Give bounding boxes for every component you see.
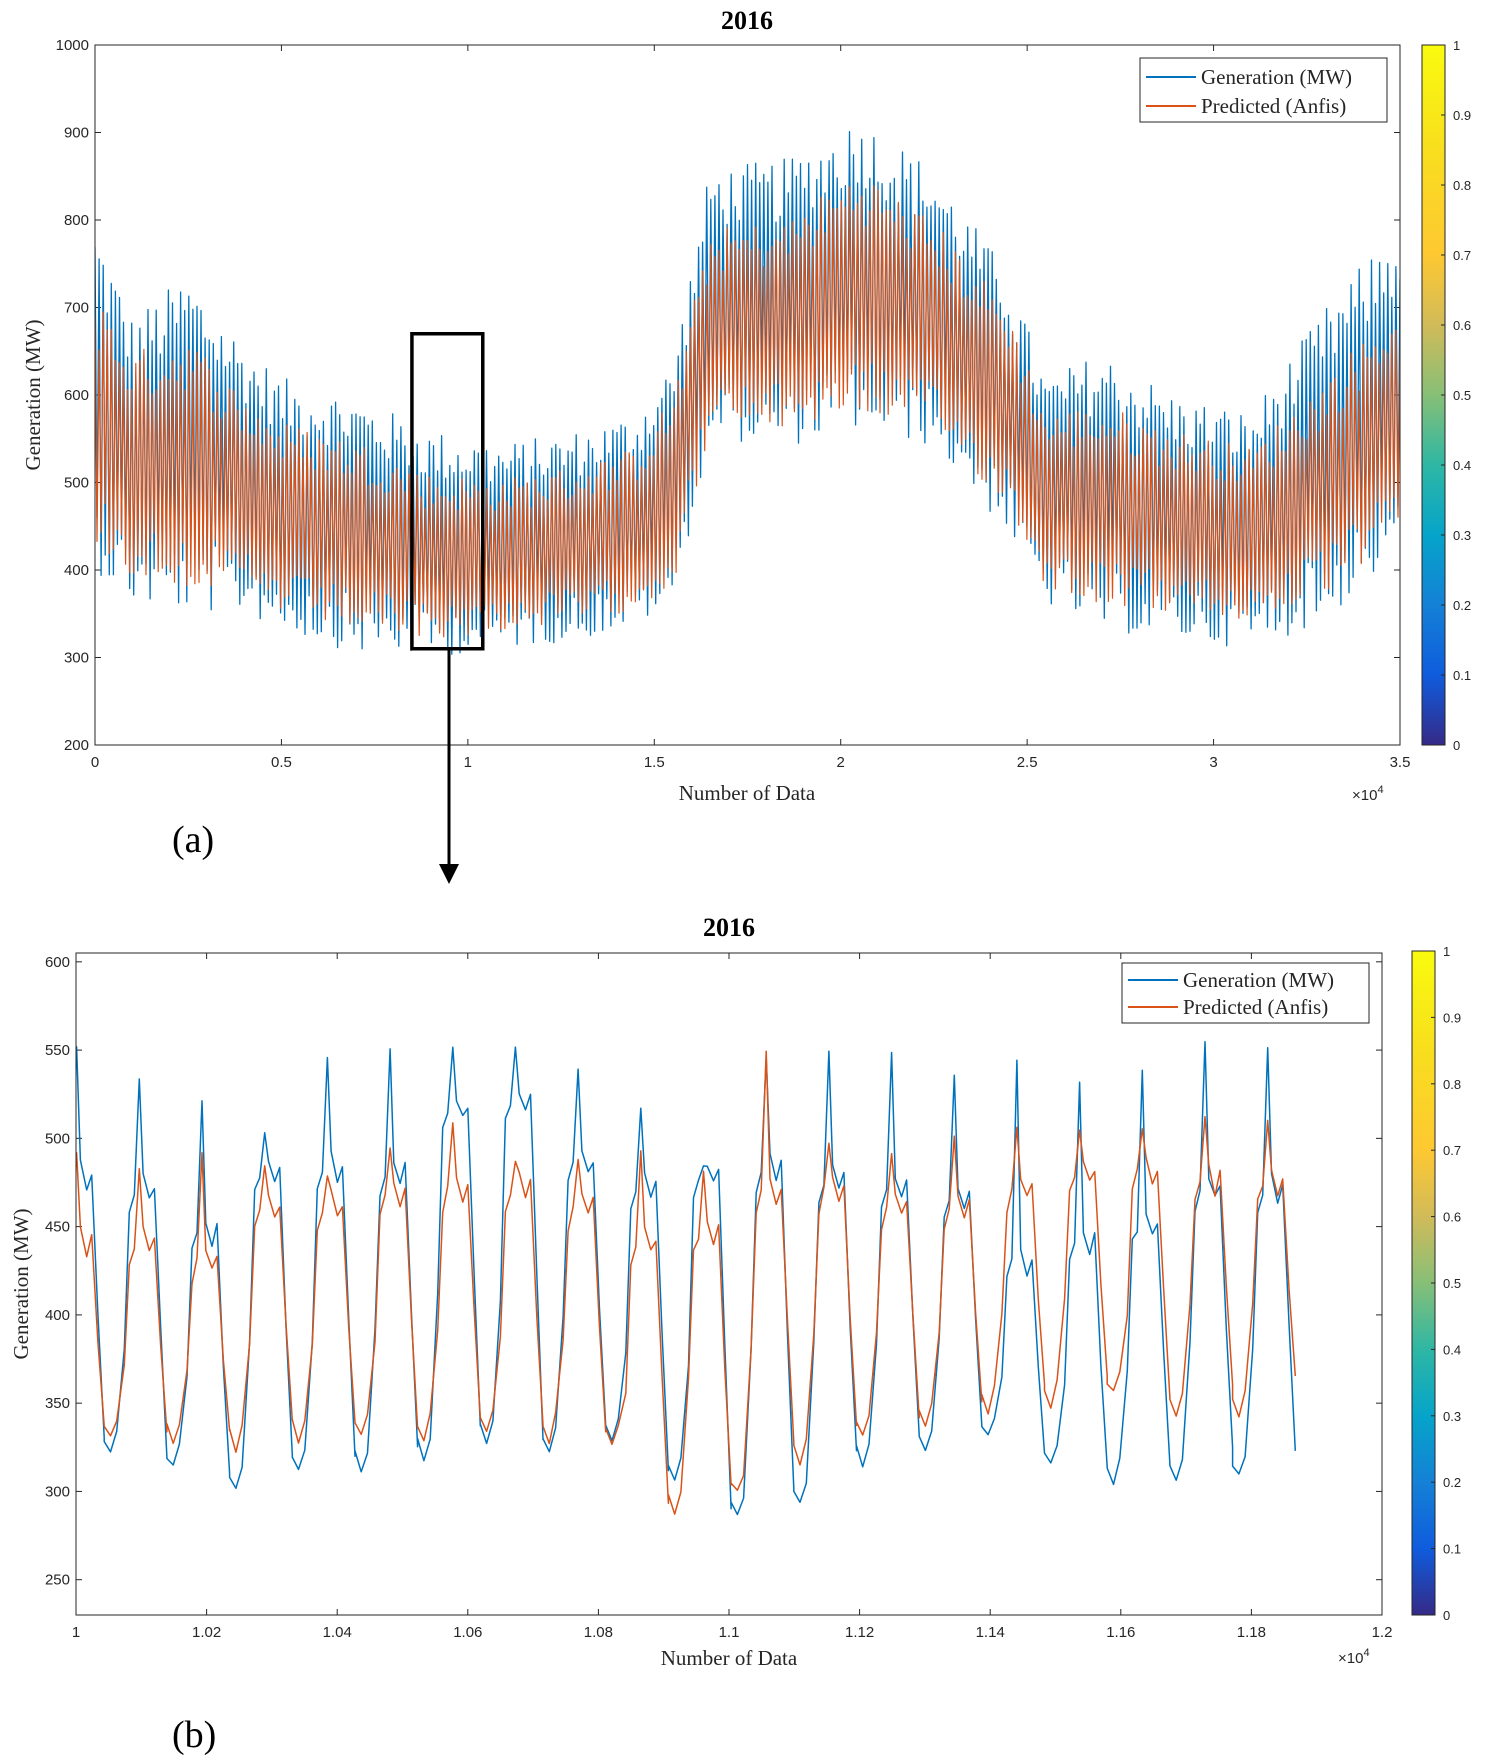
chart-b-frame: [75, 952, 1383, 1616]
zoom-arrow-head: [439, 864, 459, 884]
chart-b-title: 2016: [703, 913, 755, 942]
colorbar-tick-label: 0.7: [1443, 1143, 1461, 1158]
series-line-predicted: [95, 185, 1400, 638]
y-tick-label: 200: [64, 737, 89, 754]
x-tick-label: 1.5: [644, 754, 665, 771]
series-line-generation: [76, 1040, 1297, 1516]
chart-b-colorbar-ticks: 0 0.1 0.2 0.3 0.4 0.5 0.6 0.7 0.8 0.9 1: [1431, 944, 1461, 1623]
colorbar-tick-label: 0.3: [1443, 1409, 1461, 1424]
x-tick-label: 1.18: [1237, 1624, 1266, 1641]
panel-label-b: (b): [172, 1714, 216, 1756]
y-tick-label: 600: [64, 387, 89, 404]
chart-b-y-label: Generation (MW): [9, 1208, 33, 1359]
panel-label-a: (a): [172, 819, 214, 861]
chart-b-x-exponent: ×104: [1338, 1647, 1370, 1667]
y-tick-label: 400: [45, 1307, 70, 1324]
colorbar-tick-label: 0: [1443, 1608, 1450, 1623]
y-tick-label: 700: [64, 300, 89, 317]
colorbar-tick-label: 0.6: [1453, 318, 1471, 333]
chart-a-legend-box: [1139, 57, 1388, 123]
x-tick-label: 2.5: [1017, 754, 1038, 771]
y-tick-label: 400: [64, 562, 89, 579]
x-tick-label: 1.02: [192, 1624, 221, 1641]
chart-a-series-predicted: [95, 185, 1400, 638]
chart-a-colorbar: 0 0.1 0.2 0.3 0.4 0.5 0.6 0.7 0.8 0.9 1: [1421, 38, 1471, 753]
chart-a-colorbar-ticks: 0 0.1 0.2 0.3 0.4 0.5 0.6 0.7 0.8 0.9 1: [1441, 38, 1471, 753]
colorbar-tick-label: 0.9: [1453, 108, 1471, 123]
chart-b-series-generation: [76, 1040, 1297, 1516]
x-tick-label: 0: [91, 754, 99, 771]
chart-b: 250 300 350 400 450 500 550 600 1 1.02 1.04 1.06 1.…: [9, 913, 1461, 1756]
colorbar-tick-label: 0.4: [1453, 458, 1471, 473]
x-tick-label: 1: [72, 1624, 80, 1641]
chart-b-x-label: Number of Data: [661, 1646, 798, 1670]
chart-b-colorbar: 0 0.1 0.2 0.3 0.4 0.5 0.6 0.7 0.8 0.9 1: [1411, 944, 1461, 1623]
colorbar-tick-label: 0.5: [1443, 1276, 1461, 1291]
chart-b-series-predicted: [76, 1050, 1297, 1515]
colorbar-tick-label: 0.6: [1443, 1210, 1461, 1225]
colorbar-tick-label: 0.8: [1443, 1077, 1461, 1092]
x-tick-label: 1.06: [453, 1624, 482, 1641]
chart-a-title: 2016: [721, 6, 773, 35]
x-tick-label: 1.14: [976, 1624, 1005, 1641]
x-tick-label: 1.2: [1372, 1624, 1393, 1641]
chart-a-legend-label-predicted: Predicted (Anfis): [1201, 94, 1346, 118]
y-tick-label: 300: [45, 1483, 70, 1500]
x-tick-label: 1.12: [845, 1624, 874, 1641]
chart-b-legend-label-predicted: Predicted (Anfis): [1183, 995, 1328, 1019]
colorbar-tick-label: 0.2: [1453, 598, 1471, 613]
chart-a-x-axis: 0 0.5 1 1.5 2 2.5 3 3.5: [91, 45, 1411, 771]
colorbar-tick-label: 0.4: [1443, 1342, 1461, 1357]
x-tick-label: 3.5: [1390, 754, 1411, 771]
x-tick-label: 1.16: [1106, 1624, 1135, 1641]
y-tick-label: 1000: [56, 37, 89, 54]
y-tick-label: 350: [45, 1395, 70, 1412]
y-tick-label: 550: [45, 1042, 70, 1059]
chart-a-x-label: Number of Data: [679, 781, 816, 805]
chart-b-legend: Generation (MW) Predicted (Anfis): [1121, 962, 1370, 1024]
y-tick-label: 600: [45, 954, 70, 971]
chart-b-legend-label-generation: Generation (MW): [1183, 968, 1334, 992]
chart-a-frame: [94, 44, 1401, 746]
y-tick-label: 300: [64, 650, 89, 667]
colorbar-tick-label: 0.9: [1443, 1010, 1461, 1025]
series-line-predicted: [76, 1050, 1297, 1515]
y-tick-label: 500: [45, 1130, 70, 1147]
colorbar-tick-label: 0.5: [1453, 388, 1471, 403]
x-tick-label: 0.5: [271, 754, 292, 771]
colorbar-tick-label: 0.1: [1453, 668, 1471, 683]
colorbar-tick-label: 1: [1443, 944, 1450, 959]
x-tick-label: 1: [464, 754, 472, 771]
chart-a-plot-area: [95, 45, 1400, 745]
x-tick-label: 1.08: [584, 1624, 613, 1641]
y-tick-label: 900: [64, 125, 89, 142]
colorbar-tick-label: 0.1: [1443, 1542, 1461, 1557]
chart-a-x-exponent: ×104: [1352, 784, 1384, 804]
chart-a: 200 300 400 500 600 700 800 900 1000 0 0.5 1 1.5 2 2.…: [21, 6, 1471, 884]
colorbar-tick-label: 0.8: [1453, 178, 1471, 193]
chart-a-legend-label-generation: Generation (MW): [1201, 65, 1352, 89]
y-tick-label: 500: [64, 475, 89, 492]
x-tick-label: 2: [837, 754, 845, 771]
x-tick-label: 1.1: [719, 1624, 740, 1641]
chart-a-legend: Generation (MW) Predicted (Anfis): [1139, 57, 1388, 123]
x-tick-label: 3: [1209, 754, 1217, 771]
colorbar-tick-label: 0.3: [1453, 528, 1471, 543]
y-tick-label: 250: [45, 1572, 70, 1589]
y-tick-label: 800: [64, 212, 89, 229]
y-tick-label: 450: [45, 1219, 70, 1236]
colorbar-tick-label: 0.2: [1443, 1475, 1461, 1490]
colorbar-tick-label: 0.7: [1453, 248, 1471, 263]
colorbar-tick-label: 1: [1453, 38, 1460, 53]
chart-b-legend-box: [1121, 962, 1370, 1024]
colorbar-tick-label: 0: [1453, 738, 1460, 753]
chart-a-y-axis: 200 300 400 500 600 700 800 900 1000: [56, 37, 1400, 754]
chart-a-y-label: Generation (MW): [21, 319, 45, 470]
chart-b-plot-area: [76, 953, 1382, 1615]
chart-a-zoom-box: [410, 332, 485, 651]
chart-b-y-axis: 250 300 350 400 450 500 550 600: [45, 954, 1382, 1589]
x-tick-label: 1.04: [323, 1624, 352, 1641]
